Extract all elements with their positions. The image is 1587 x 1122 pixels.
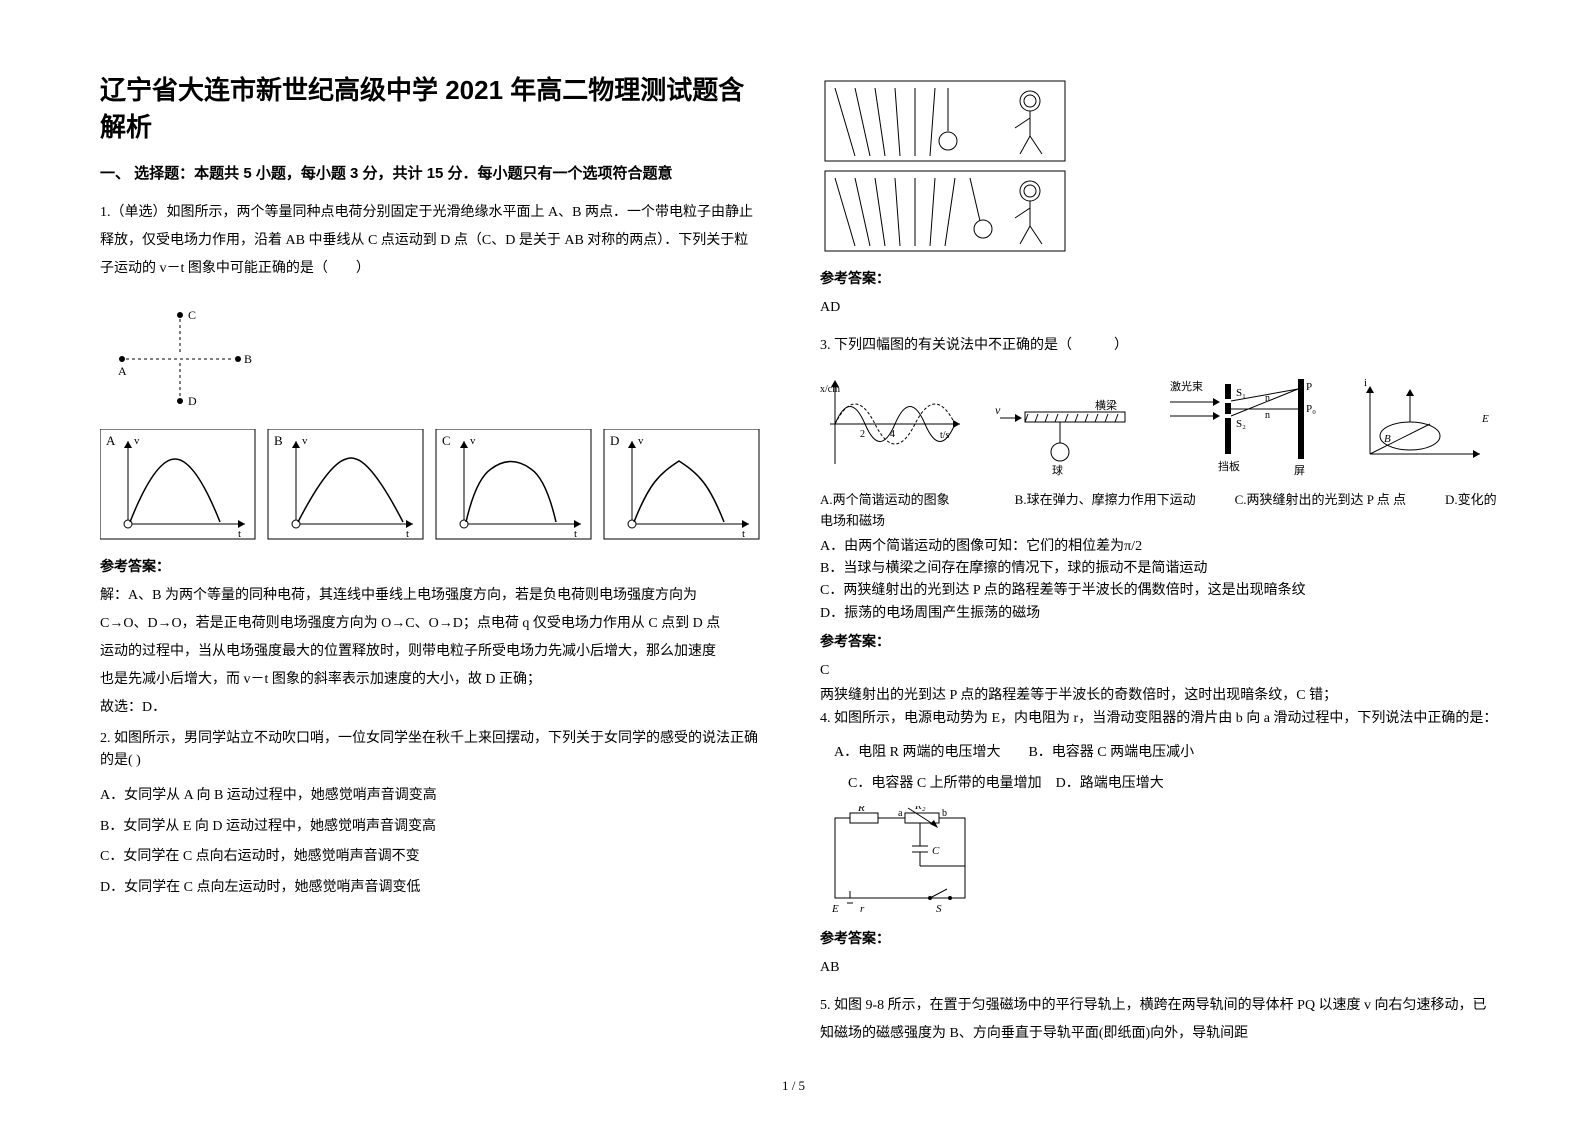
svg-text:n: n	[1265, 393, 1270, 404]
svg-text:v: v	[302, 435, 308, 447]
q4-answer: AB	[820, 954, 1500, 982]
left-column: 辽宁省大连市新世纪高级中学 2021 年高二物理测试题含解析 一、 选择题：本题…	[100, 70, 760, 1082]
svg-text:P₀: P₀	[1306, 403, 1316, 415]
q1-solution-1: 解：A、B 为两个等量的同种电荷，其连线中垂线上电场强度方向，若是负电荷则电场强…	[100, 582, 760, 610]
q3-subopt-d: D．振荡的电场周围产生振荡的磁场	[820, 603, 1500, 625]
svg-text:4: 4	[890, 429, 895, 440]
svg-text:激光束: 激光束	[1170, 379, 1203, 393]
q3-row-captions: A.两个简谐运动的图象 B.球在弹力、摩擦力作用下运动 C.两狭缝射出的光到达 …	[820, 490, 1500, 532]
q4-opts-1: A．电阻 R 两端的电压增大 B．电容器 C 两端电压减小	[834, 738, 1500, 769]
svg-text:横梁: 横梁	[1095, 398, 1117, 412]
svg-text:球: 球	[1052, 463, 1063, 477]
label-b: B	[244, 352, 252, 366]
q3-answer-label: 参考答案：	[820, 631, 1500, 651]
svg-text:R: R	[857, 806, 865, 814]
svg-text:t: t	[574, 528, 577, 540]
svg-text:t: t	[406, 528, 409, 540]
q1-solution-2: C→O、D→O，若是正电荷则电场强度方向为 O→C、O→D；点电荷 q 仅受电场…	[100, 610, 760, 638]
svg-text:E: E	[831, 903, 839, 915]
q1-solution-4: 也是先减小后增大，而 v－t 图象的斜率表示加速度的大小，故 D 正确；	[100, 666, 760, 694]
svg-text:t: t	[742, 528, 745, 540]
q2-opt-d: D．女同学在 C 点向左运动时，她感觉哨声音调变低	[100, 873, 760, 904]
q2-opt-b: B．女同学从 E 向 D 运动过程中，她感觉哨声音调变高	[100, 812, 760, 843]
q1-solution-3: 运动的过程中，当从电场强度最大的位置释放时，则带电粒子所受电场力先减小后增大，那…	[100, 638, 760, 666]
svg-text:屏: 屏	[1294, 464, 1305, 477]
svg-text:v: v	[995, 403, 1001, 417]
svg-text:v: v	[470, 435, 476, 447]
svg-text:B: B	[274, 433, 283, 448]
q2-opt-c: C．女同学在 C 点向右运动时，她感觉哨声音调不变	[100, 842, 760, 873]
svg-text:S₂: S₂	[1236, 418, 1246, 430]
q2-stem: 2. 如图所示，男同学站立不动吹口哨，一位女同学坐在秋千上来回摆动，下列关于女同…	[100, 728, 760, 773]
label-d: D	[188, 394, 197, 408]
svg-text:t: t	[238, 528, 241, 540]
q2-answer-label: 参考答案：	[820, 268, 1500, 288]
svg-text:B: B	[1384, 433, 1391, 445]
q3-subopt-a: A．由两个简谐运动的图像可知：它们的相位差为π/2	[820, 536, 1500, 558]
q1-solution-5: 故选：D．	[100, 694, 760, 722]
q4-circuit: R R₂ a b C E r	[820, 806, 1500, 916]
q5-stem: 5. 如图 9-8 所示，在置于匀强磁场中的平行导轨上，横跨在两导轨间的导体杆 …	[820, 992, 1500, 1048]
svg-text:R₂: R₂	[914, 806, 926, 812]
svg-text:E: E	[1481, 413, 1489, 425]
svg-text:v: v	[134, 435, 140, 447]
q3-subopt-b: B．当球与横梁之间存在摩擦的情况下，球的振动不是简谐运动	[820, 558, 1500, 580]
svg-text:v: v	[638, 435, 644, 447]
q3-answer: C	[820, 657, 1500, 685]
svg-text:b: b	[942, 808, 947, 819]
q1-options-figure: A v t B v	[100, 429, 760, 544]
svg-text:2: 2	[860, 429, 865, 440]
q2-figure	[820, 76, 1500, 256]
svg-text:挡板: 挡板	[1218, 459, 1240, 473]
q1-stem: 1.（单选）如图所示，两个等量同种点电荷分别固定于光滑绝缘水平面上 A、B 两点…	[100, 199, 760, 283]
svg-text:C: C	[442, 433, 451, 448]
svg-text:S: S	[936, 903, 942, 915]
label-a: A	[118, 364, 127, 378]
svg-text:x/cm: x/cm	[820, 384, 840, 395]
q4-stem: 4. 如图所示，电源电动势为 E，内电阻为 r，当滑动变阻器的滑片由 b 向 a…	[820, 708, 1500, 730]
q3-figures: x/cm t/s 2 4 横梁	[820, 374, 1500, 484]
doc-title: 辽宁省大连市新世纪高级中学 2021 年高二物理测试题含解析	[100, 70, 760, 144]
right-column: 参考答案： AD 3. 下列四幅图的有关说法中不正确的是（ ） x/cm t/s…	[820, 70, 1500, 1082]
svg-text:P: P	[1306, 381, 1312, 393]
q1-answer-label: 参考答案：	[100, 556, 760, 576]
page: 辽宁省大连市新世纪高级中学 2021 年高二物理测试题含解析 一、 选择题：本题…	[0, 0, 1587, 1122]
q4-answer-label: 参考答案：	[820, 928, 1500, 948]
svg-text:i: i	[1364, 377, 1367, 389]
q4-opts-2: C．电容器 C 上所带的电量增加 D．路端电压增大	[834, 769, 1500, 800]
section-heading: 一、 选择题：本题共 5 小题，每小题 3 分，共计 15 分．每小题只有一个选…	[100, 162, 760, 183]
page-number: 1 / 5	[782, 1078, 805, 1094]
q3-stem: 3. 下列四幅图的有关说法中不正确的是（ ）	[820, 332, 1500, 360]
svg-text:a: a	[898, 808, 903, 819]
svg-text:D: D	[610, 433, 619, 448]
q2-opt-a: A．女同学从 A 向 B 运动过程中，她感觉哨声音调变高	[100, 781, 760, 812]
q3-explain: 两狭缝射出的光到达 P 点的路程差等于半波长的奇数倍时，这时出现暗条纹，C 错；	[820, 685, 1500, 707]
q3-subopt-c: C．两狭缝射出的光到达 P 点的路程差等于半波长的偶数倍时，这是出现暗条纹	[820, 580, 1500, 602]
svg-text:n: n	[1265, 410, 1270, 421]
svg-text:A: A	[106, 433, 116, 448]
svg-text:C: C	[932, 845, 940, 857]
q1-diagram: C A B D	[100, 297, 760, 417]
label-c: C	[188, 308, 196, 322]
svg-text:S₁: S₁	[1236, 387, 1246, 399]
svg-text:r: r	[860, 903, 865, 915]
q2-answer: AD	[820, 294, 1500, 322]
